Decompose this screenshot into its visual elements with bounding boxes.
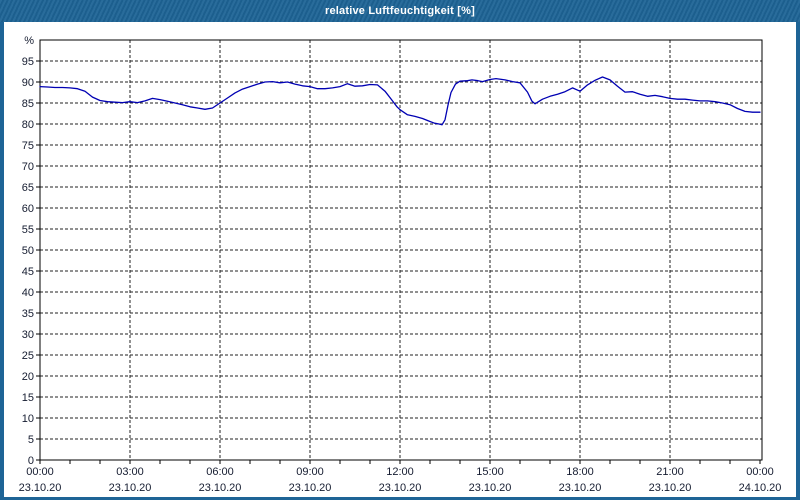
x-axis-time-label: 18:00 (566, 466, 594, 478)
window-title: relative Luftfeuchtigkeit [%] (324, 5, 476, 17)
window-titlebar[interactable]: relative Luftfeuchtigkeit [%] (0, 0, 800, 22)
y-axis-label: 30 (22, 329, 34, 341)
y-axis-label: 40 (22, 287, 34, 299)
y-axis-label: 10 (22, 413, 34, 425)
x-axis-time-label: 03:00 (116, 466, 144, 478)
y-axis-label: 0 (28, 455, 34, 467)
x-axis-date-label: 23.10.20 (379, 482, 422, 494)
x-axis-date-label: 23.10.20 (289, 482, 332, 494)
y-axis-label: 45 (22, 266, 34, 278)
x-axis-date-label: 23.10.20 (19, 482, 62, 494)
y-axis-label: 65 (22, 182, 34, 194)
x-axis-date-label: 23.10.20 (559, 482, 602, 494)
x-axis-time-label: 21:00 (656, 466, 684, 478)
y-axis-label: 35 (22, 308, 34, 320)
x-axis-date-label: 24.10.20 (739, 482, 782, 494)
x-axis-date-label: 23.10.20 (199, 482, 242, 494)
x-axis-date-label: 23.10.20 (649, 482, 692, 494)
y-axis-label: 80 (22, 119, 34, 131)
x-axis-time-label: 06:00 (206, 466, 234, 478)
y-axis-label: 25 (22, 350, 34, 362)
x-axis-date-label: 23.10.20 (469, 482, 512, 494)
x-axis-time-label: 12:00 (386, 466, 414, 478)
y-axis-label: 85 (22, 98, 34, 110)
y-axis-label: 50 (22, 245, 34, 257)
y-axis-label: 20 (22, 371, 34, 383)
humidity-series-line (39, 76, 761, 126)
y-axis-label: 15 (22, 392, 34, 404)
y-axis-label: 75 (22, 140, 34, 152)
y-axis-label: 95 (22, 56, 34, 68)
y-axis-label: 55 (22, 224, 34, 236)
y-axis-label: 90 (22, 77, 34, 89)
y-axis-label: 70 (22, 161, 34, 173)
y-axis-unit-label: % (24, 35, 34, 47)
x-axis-time-label: 00:00 (746, 466, 774, 478)
x-axis-time-label: 15:00 (476, 466, 504, 478)
y-axis-label: 60 (22, 203, 34, 215)
x-axis-time-label: 00:00 (26, 466, 54, 478)
x-axis-time-label: 09:00 (296, 466, 324, 478)
x-axis-date-label: 23.10.20 (109, 482, 152, 494)
y-axis-label: 5 (28, 434, 34, 446)
